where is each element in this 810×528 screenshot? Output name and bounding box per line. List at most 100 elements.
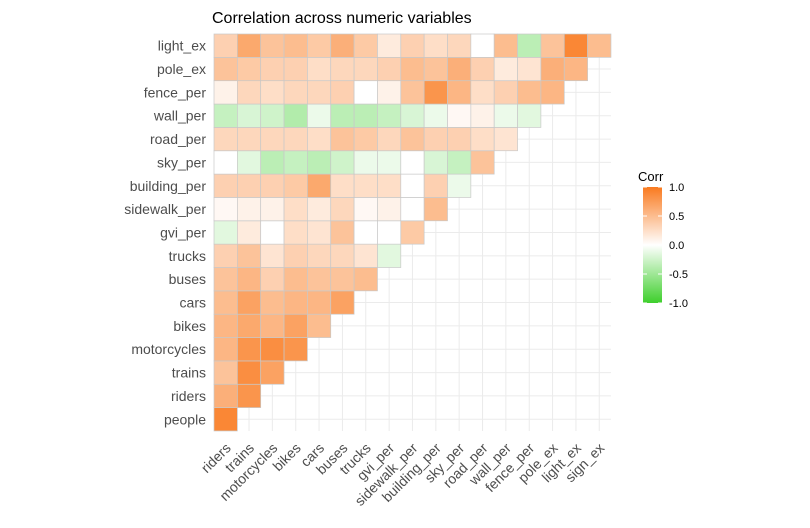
heatmap-cell bbox=[447, 33, 472, 58]
heatmap-cell bbox=[307, 56, 332, 82]
heatmap-cell bbox=[330, 56, 355, 82]
heatmap-cell bbox=[330, 243, 355, 268]
y-tick-label: buses bbox=[169, 271, 206, 287]
heatmap-cell bbox=[377, 103, 402, 128]
heatmap-cell bbox=[260, 360, 285, 385]
heatmap-cell bbox=[470, 103, 495, 128]
heatmap-cell bbox=[260, 33, 285, 58]
heatmap-cell bbox=[213, 80, 238, 105]
chart-title: Correlation across numeric variables bbox=[212, 10, 472, 27]
legend-tick-label: 1.0 bbox=[669, 182, 684, 194]
heatmap-cell bbox=[423, 127, 448, 152]
heatmap-cell bbox=[237, 127, 262, 152]
heatmap-cell bbox=[517, 80, 542, 105]
heatmap-cell bbox=[237, 267, 262, 292]
heatmap-cell bbox=[283, 313, 308, 338]
heatmap-cell bbox=[470, 33, 495, 58]
heatmap-cell bbox=[447, 56, 472, 82]
heatmap-cell bbox=[493, 127, 518, 152]
heatmap-cell bbox=[470, 127, 495, 152]
y-tick-label: pole_ex bbox=[157, 61, 206, 77]
heatmap-cell bbox=[377, 56, 402, 82]
heatmap-cell bbox=[563, 56, 588, 82]
y-tick-label: trucks bbox=[169, 248, 206, 264]
heatmap-cell bbox=[400, 33, 425, 58]
heatmap-cell bbox=[353, 127, 378, 152]
heatmap-cell bbox=[540, 56, 565, 82]
heatmap-cell bbox=[423, 56, 448, 82]
y-tick-label: sidewalk_per bbox=[124, 201, 206, 217]
heatmap-cell bbox=[283, 173, 308, 198]
y-tick-label: people bbox=[164, 411, 206, 427]
heatmap-cell bbox=[470, 150, 495, 175]
legend-tick-label: -0.5 bbox=[669, 269, 688, 281]
heatmap-cell bbox=[423, 80, 448, 105]
heatmap-cell bbox=[330, 267, 355, 292]
heatmap-cell bbox=[517, 56, 542, 82]
heatmap-cell bbox=[237, 150, 262, 175]
heatmap-cell bbox=[377, 243, 402, 268]
heatmap-cell bbox=[563, 33, 588, 58]
heatmap-cell bbox=[470, 56, 495, 82]
heatmap-cell bbox=[330, 150, 355, 175]
heatmap-cell bbox=[517, 103, 542, 128]
heatmap-cell bbox=[307, 243, 332, 268]
heatmap-cell bbox=[237, 197, 262, 222]
heatmap-cell bbox=[213, 360, 238, 385]
heatmap-cell bbox=[377, 197, 402, 222]
heatmap-cell bbox=[330, 80, 355, 105]
heatmap-cell bbox=[330, 33, 355, 58]
heatmap-cell bbox=[237, 173, 262, 198]
heatmap-cell bbox=[423, 173, 448, 198]
heatmap-cell bbox=[283, 220, 308, 245]
heatmap-cell bbox=[330, 220, 355, 245]
x-axis-labels: riderstrainsmotorcyclesbikescarsbusestru… bbox=[198, 440, 608, 509]
heatmap-cell bbox=[493, 56, 518, 82]
heatmap-cell bbox=[447, 173, 472, 198]
heatmap-cell bbox=[213, 407, 238, 432]
heatmap-cell bbox=[307, 103, 332, 128]
heatmap-cell bbox=[283, 267, 308, 292]
heatmap-cell bbox=[213, 33, 238, 58]
heatmap-cell bbox=[260, 173, 285, 198]
heatmap-cell bbox=[540, 80, 565, 105]
heatmap-cell bbox=[283, 243, 308, 268]
heatmap-cell bbox=[377, 173, 402, 198]
legend: Corr 1.0 0.5 0.0 -0.5 -1.0 bbox=[638, 169, 688, 310]
heatmap-cell bbox=[353, 220, 378, 245]
heatmap-cell bbox=[377, 80, 402, 105]
heatmap-cell bbox=[330, 103, 355, 128]
legend-ticks: 1.0 0.5 0.0 -0.5 -1.0 bbox=[643, 182, 688, 310]
heatmap-cell bbox=[260, 127, 285, 152]
heatmap-cell bbox=[447, 127, 472, 152]
heatmap-cell bbox=[400, 127, 425, 152]
heatmap-cell bbox=[540, 33, 565, 58]
y-axis-labels: people riders trains motorcycles bikes cars bu… bbox=[124, 38, 206, 428]
heatmap-cell bbox=[400, 173, 425, 198]
heatmap-cell bbox=[260, 313, 285, 338]
heatmap-cell bbox=[423, 150, 448, 175]
heatmap-cell bbox=[283, 197, 308, 222]
y-tick-label: trains bbox=[172, 365, 206, 381]
heatmap-cell bbox=[400, 103, 425, 128]
heatmap-cell bbox=[237, 243, 262, 268]
heatmap-cell bbox=[400, 150, 425, 175]
heatmap-cell bbox=[213, 197, 238, 222]
heatmap-cell bbox=[307, 197, 332, 222]
heatmap-cell bbox=[213, 313, 238, 338]
heatmap-cell bbox=[283, 56, 308, 82]
heatmap-cell bbox=[260, 243, 285, 268]
heatmap-cell bbox=[377, 150, 402, 175]
heatmap-cell bbox=[237, 290, 262, 315]
heatmap-cell bbox=[330, 290, 355, 315]
heatmap-cell bbox=[353, 103, 378, 128]
heatmap-cell bbox=[353, 267, 378, 292]
y-tick-label: wall_per bbox=[153, 108, 206, 124]
heatmap-cell bbox=[517, 33, 542, 58]
heatmap-cell bbox=[447, 80, 472, 105]
heatmap-cell bbox=[283, 290, 308, 315]
heatmap-cell bbox=[377, 33, 402, 58]
y-tick-label: building_per bbox=[130, 178, 207, 194]
heatmap-cell bbox=[260, 56, 285, 82]
heatmap-cell bbox=[237, 103, 262, 128]
